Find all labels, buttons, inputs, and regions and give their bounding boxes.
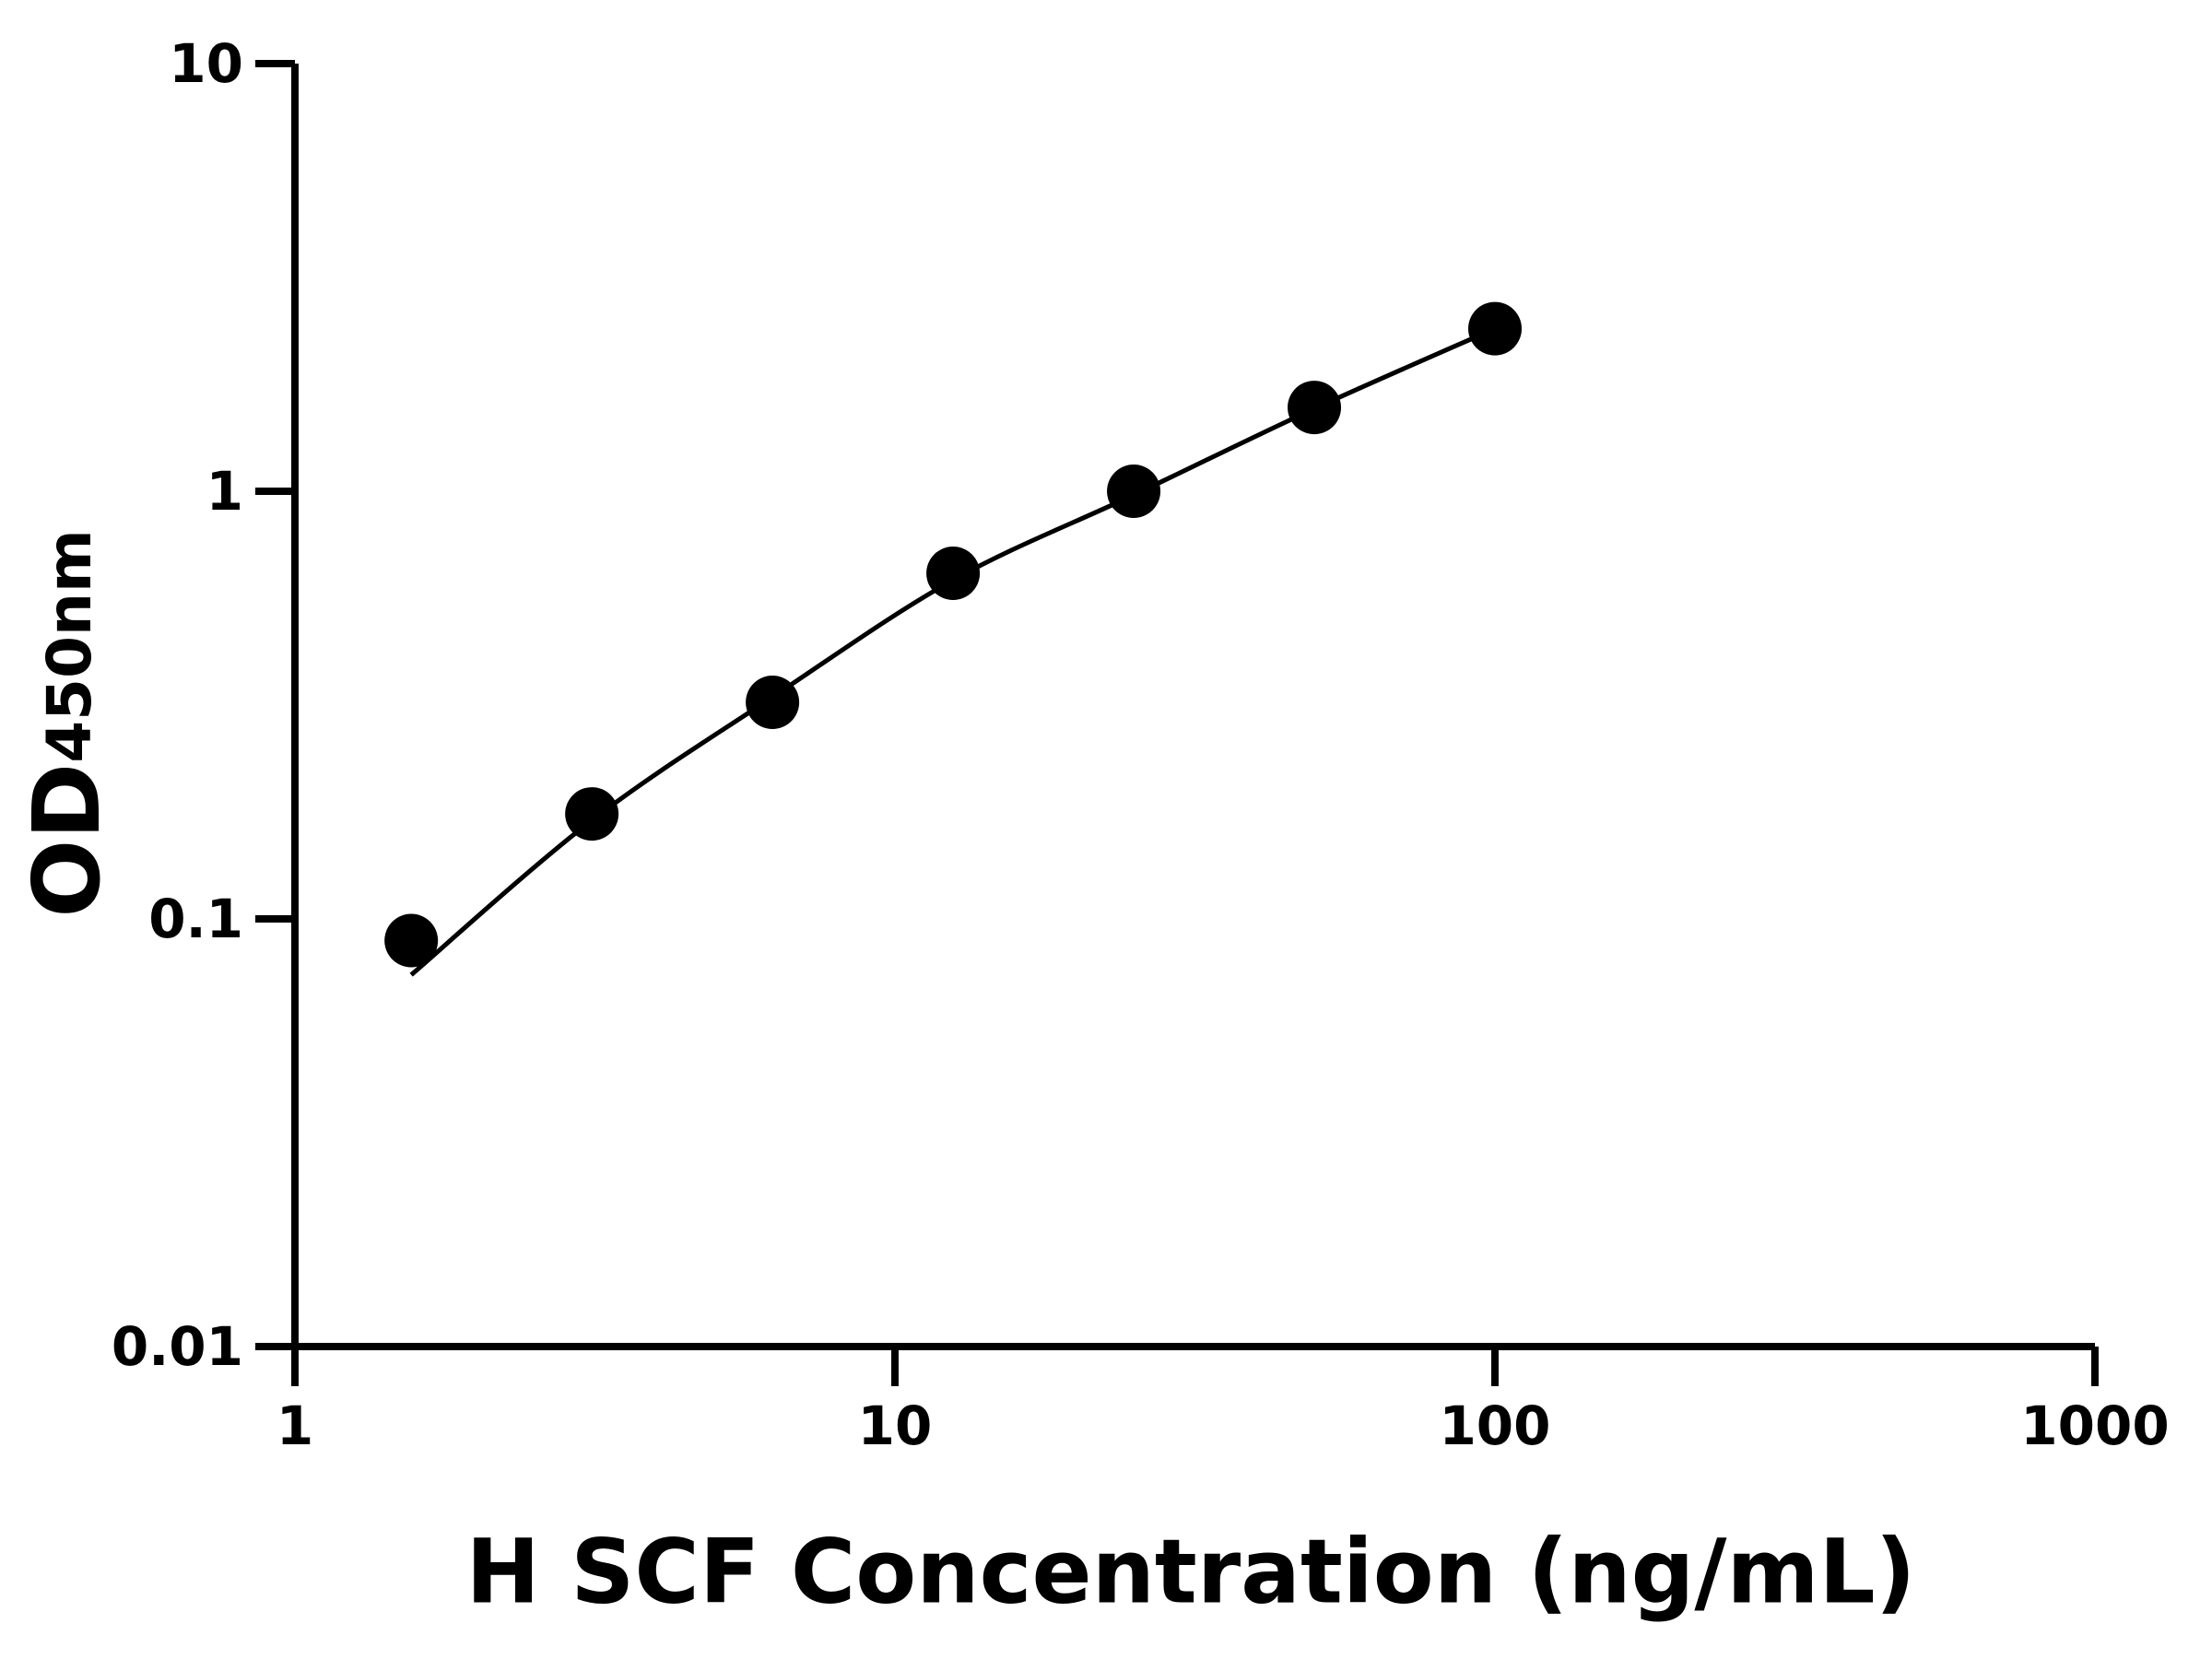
x-tick-label: 1 — [276, 1394, 313, 1457]
data-point — [384, 913, 439, 968]
y-tick-label: 0.01 — [112, 1315, 243, 1378]
data-point — [1107, 465, 1161, 518]
x-tick-label: 100 — [1439, 1394, 1550, 1457]
data-point — [565, 787, 619, 841]
data-point — [926, 546, 981, 600]
x-tick-label: 1000 — [2020, 1394, 2169, 1457]
data-point — [1288, 381, 1342, 435]
y-axis-title: OD450nm — [13, 529, 121, 918]
y-tick-label: 10 — [169, 32, 243, 95]
x-axis-title: H SCF Concentration (ng/mL) — [465, 1520, 1915, 1623]
x-tick-label: 10 — [858, 1394, 933, 1457]
data-point — [1468, 301, 1522, 356]
y-tick-label: 1 — [206, 460, 243, 523]
data-point — [746, 675, 800, 729]
y-axis-title-main: OD — [13, 763, 121, 918]
y-axis-title-sub: 450nm — [34, 529, 105, 763]
y-tick-label: 0.1 — [148, 888, 243, 950]
